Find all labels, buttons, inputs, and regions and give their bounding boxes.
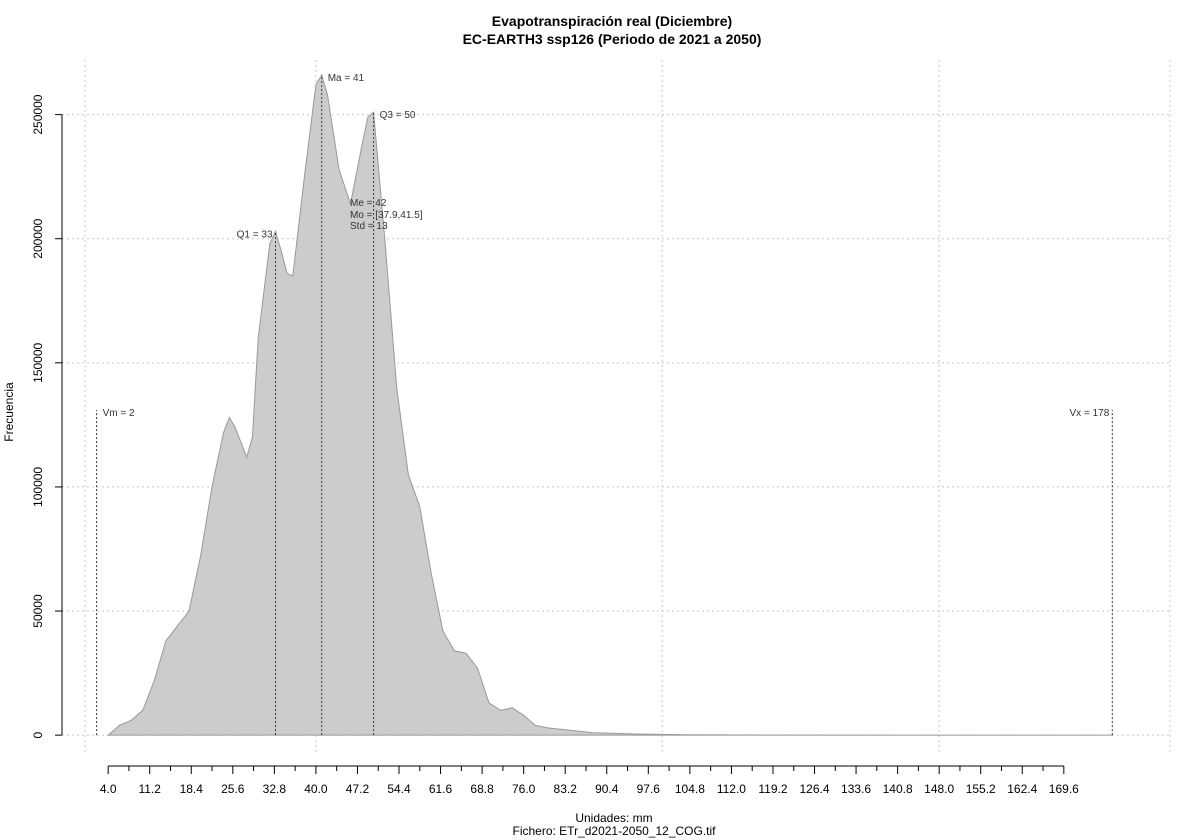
x-tick-label: 76.0: [512, 782, 536, 796]
x-tick-label: 25.6: [221, 782, 245, 796]
x-tick-label: 61.6: [429, 782, 453, 796]
x-tick-label: 155.2: [966, 782, 996, 796]
marker-label: Ma = 41: [328, 73, 365, 84]
stats-std: Std = 13: [350, 221, 388, 232]
x-tick-label: 97.6: [637, 782, 661, 796]
y-tick-label: 200000: [31, 218, 45, 258]
y-tick-label: 0: [31, 731, 45, 738]
y-tick-label: 50000: [31, 594, 45, 628]
axes-layer: 0 50000 100000 150000 200000 250000 4.0 11.2 18.…: [31, 94, 1079, 796]
y-tick-label: 250000: [31, 94, 45, 134]
x-tick-label: 148.0: [924, 782, 954, 796]
x-tick-label: 54.4: [387, 782, 411, 796]
y-axis-label: Frecuencia: [2, 382, 16, 442]
x-tick-label: 4.0: [100, 782, 117, 796]
x-tick-label: 11.2: [138, 782, 161, 796]
marker-label: Vx = 178: [1070, 408, 1110, 419]
density-area: [107, 73, 1113, 736]
x-tick-label: 47.2: [346, 782, 370, 796]
x-tick-label: 112.0: [717, 782, 746, 796]
marker-label: Q3 = 50: [380, 110, 416, 121]
x-tick-label: 40.0: [304, 782, 328, 796]
marker-label: Q1 = 33: [237, 229, 273, 240]
y-tick-label: 100000: [31, 467, 45, 507]
chart-subtitle: EC-EARTH3 ssp126 (Periodo de 2021 a 2050…: [463, 31, 762, 47]
x-tick-label: 126.4: [800, 782, 830, 796]
x-tick-label: 32.8: [263, 782, 287, 796]
x-tick-label: 68.8: [470, 782, 494, 796]
area-layer: [107, 73, 1113, 736]
source-file-label: Fichero: ETr_d2021-2050_12_COG.tif: [513, 824, 717, 838]
x-tick-label: 83.2: [554, 782, 578, 796]
chart-title: Evapotranspiración real (Diciembre): [492, 13, 732, 29]
x-axis-label: Unidades: mm: [575, 811, 652, 825]
stats-mode: Mo = [37.9,41.5]: [350, 210, 423, 221]
marker-layer: Vm = 2 Q1 = 33 Ma = 41 Q3 = 50 Vx = 178: [96, 73, 1113, 736]
x-tick-label: 90.4: [595, 782, 619, 796]
y-tick-label: 150000: [31, 342, 45, 382]
x-tick-label: 140.8: [883, 782, 913, 796]
x-tick-label: 119.2: [758, 782, 787, 796]
stats-median: Me = 42: [350, 198, 387, 209]
marker-label: Vm = 2: [103, 408, 135, 419]
x-tick-label: 162.4: [1007, 782, 1037, 796]
x-tick-label: 104.8: [675, 782, 705, 796]
x-tick-label: 133.6: [841, 782, 871, 796]
x-tick-label: 169.6: [1049, 782, 1079, 796]
x-tick-label: 18.4: [180, 782, 204, 796]
